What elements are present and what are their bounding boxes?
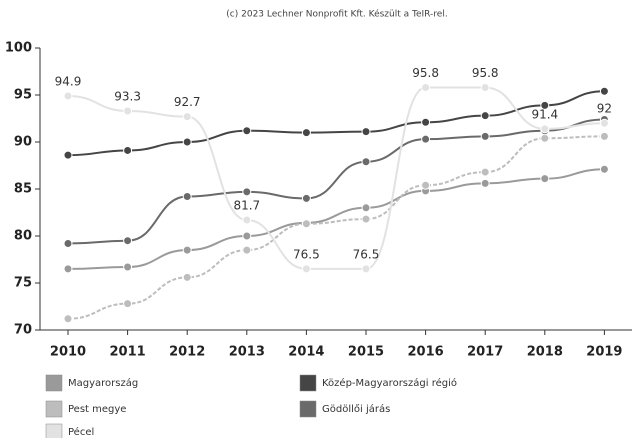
data-point: [540, 133, 550, 143]
data-point: [480, 82, 490, 92]
data-point: [361, 214, 371, 224]
data-point: [182, 112, 192, 122]
data-label: 92: [597, 102, 612, 116]
data-point: [123, 236, 133, 246]
data-point: [540, 100, 550, 110]
data-point: [242, 231, 252, 241]
data-point: [480, 131, 490, 141]
legend-swatch: [45, 374, 63, 392]
x-tick-label: 2017: [467, 345, 503, 360]
data-label: 91.4: [531, 107, 558, 121]
x-tick-label: 2012: [169, 345, 205, 360]
data-point: [421, 117, 431, 127]
data-point: [361, 157, 371, 167]
data-point: [123, 106, 133, 116]
x-tick-label: 2016: [408, 345, 444, 360]
data-point: [480, 178, 490, 188]
data-point: [182, 272, 192, 282]
data-point: [301, 193, 311, 203]
data-point: [361, 203, 371, 213]
legend-label: Magyarország: [68, 377, 138, 389]
x-tick-label: 2011: [110, 345, 146, 360]
data-label: 94.9: [55, 74, 82, 88]
legend-label: Pécel: [68, 426, 94, 438]
y-tick-label: 75: [14, 276, 32, 291]
data-label: 93.3: [114, 89, 141, 103]
data-label: 95.8: [472, 66, 499, 80]
data-point: [540, 124, 550, 134]
series-line: [67, 135, 605, 320]
x-tick-label: 2010: [50, 345, 86, 360]
data-point: [540, 174, 550, 184]
data-point: [123, 262, 133, 272]
data-point: [182, 192, 192, 202]
chart-title: (c) 2023 Lechner Nonprofit Kft. Készült …: [226, 9, 447, 20]
data-label: 92.7: [174, 95, 201, 109]
x-tick-label: 2019: [586, 345, 622, 360]
y-tick-label: 90: [14, 135, 32, 150]
data-point: [242, 187, 252, 197]
data-point: [182, 137, 192, 147]
data-point: [63, 264, 73, 274]
y-tick-label: 80: [14, 229, 32, 244]
data-point: [599, 131, 609, 141]
data-point: [242, 126, 252, 136]
legend-label: Pest megye: [68, 404, 126, 415]
data-point: [301, 219, 311, 229]
data-point: [242, 215, 252, 225]
data-point: [123, 145, 133, 155]
data-point: [242, 245, 252, 255]
legend-swatch: [299, 374, 317, 392]
data-point: [599, 164, 609, 174]
data-label: 95.8: [412, 66, 439, 80]
y-tick-label: 85: [14, 182, 32, 197]
data-label: 76.5: [293, 247, 320, 261]
legend-swatch: [299, 400, 317, 418]
series-line: [67, 118, 605, 245]
legend-swatch: [45, 400, 63, 418]
data-point: [301, 264, 311, 274]
data-point: [301, 128, 311, 138]
data-point: [361, 264, 371, 274]
data-point: [361, 127, 371, 137]
y-tick-label: 100: [5, 41, 32, 56]
data-point: [480, 111, 490, 121]
data-point: [421, 82, 431, 92]
data-point: [421, 134, 431, 144]
data-point: [480, 167, 490, 177]
legend-label: Közép-Magyarországi régió: [322, 377, 457, 389]
data-point: [599, 86, 609, 96]
series-line: [67, 86, 605, 270]
x-tick-label: 2013: [229, 345, 265, 360]
y-tick-label: 95: [14, 88, 32, 103]
data-point: [123, 299, 133, 309]
data-point: [63, 314, 73, 324]
data-label: 81.7: [233, 199, 260, 213]
data-point: [599, 118, 609, 128]
data-point: [421, 180, 431, 190]
data-point: [63, 91, 73, 101]
legend-swatch: [45, 423, 63, 438]
series-line: [67, 168, 605, 270]
x-tick-label: 2015: [348, 345, 384, 360]
data-point: [182, 245, 192, 255]
data-point: [63, 150, 73, 160]
y-tick-label: 70: [14, 323, 32, 338]
data-point: [63, 239, 73, 249]
x-tick-label: 2018: [527, 345, 563, 360]
legend-label: Gödöllői járás: [322, 403, 390, 415]
data-label: 76.5: [353, 247, 380, 261]
x-tick-label: 2014: [288, 345, 324, 360]
